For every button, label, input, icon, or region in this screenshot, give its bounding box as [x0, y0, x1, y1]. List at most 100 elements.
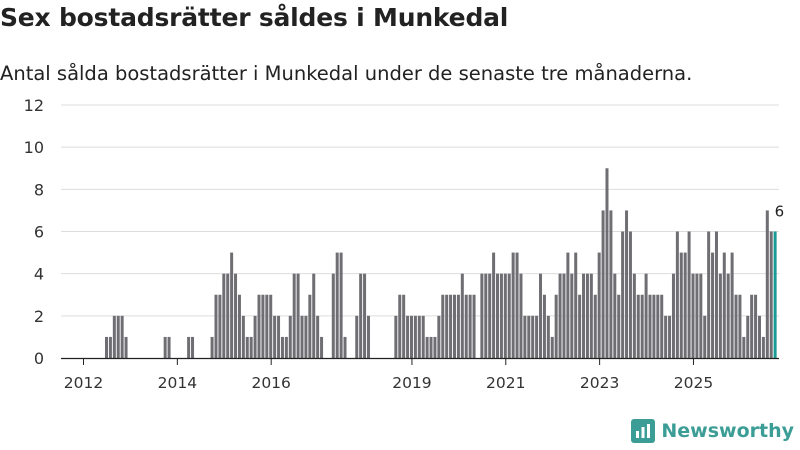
x-tick-label-2023: 2023 [580, 374, 619, 392]
x-tick-label-2021: 2021 [486, 374, 525, 392]
y-tick-label-0: 0 [34, 349, 44, 368]
bar [757, 315, 761, 358]
bar [363, 273, 367, 358]
bar [660, 294, 664, 358]
bar [456, 294, 460, 358]
brand-name: Newsworthy [661, 420, 794, 442]
bar [765, 210, 769, 358]
bar [273, 315, 277, 358]
bar [335, 252, 339, 358]
bar [652, 294, 656, 358]
bar [437, 315, 441, 358]
bar [445, 294, 449, 358]
bar [261, 294, 265, 358]
bar [632, 273, 636, 358]
newsworthy-logo-icon [631, 419, 656, 443]
bar [108, 336, 112, 358]
bar [546, 315, 550, 358]
bar [754, 294, 758, 358]
bar [308, 294, 312, 358]
bar [288, 315, 292, 358]
bar [222, 273, 226, 358]
bar [366, 315, 370, 358]
bar [738, 294, 742, 358]
bar [519, 273, 523, 358]
bar [245, 336, 249, 358]
bar [695, 273, 699, 358]
bar [124, 336, 128, 358]
bar [120, 315, 124, 358]
bar [601, 210, 605, 358]
x-tick-label-2014: 2014 [158, 374, 197, 392]
bar [359, 273, 363, 358]
bar [429, 336, 433, 358]
bar [269, 294, 273, 358]
bar-annotation-label: 6 [775, 203, 785, 221]
bar [280, 336, 284, 358]
bar [582, 273, 586, 358]
bar [163, 336, 167, 358]
bar [425, 336, 429, 358]
bar [320, 336, 324, 358]
bar [284, 336, 288, 358]
bar [527, 315, 531, 358]
bar [570, 273, 574, 358]
bar [226, 273, 230, 358]
bar [312, 273, 316, 358]
bar [484, 273, 488, 358]
bar [769, 231, 773, 358]
bar [636, 294, 640, 358]
bar [668, 315, 672, 358]
bar [237, 294, 241, 358]
bar [191, 336, 195, 358]
x-tick-label-2016: 2016 [251, 374, 290, 392]
bar [187, 336, 191, 358]
bar [691, 273, 695, 358]
bar [628, 231, 632, 358]
bar [554, 294, 558, 358]
x-tick-label-2025: 2025 [674, 374, 713, 392]
bar [394, 315, 398, 358]
bar [542, 294, 546, 358]
bar [593, 294, 597, 358]
bar [539, 273, 543, 358]
bar [550, 336, 554, 358]
bar [230, 252, 234, 358]
bar [316, 315, 320, 358]
bar [566, 252, 570, 358]
bar [343, 336, 347, 358]
bar [574, 252, 578, 358]
bar [664, 315, 668, 358]
bar [515, 252, 519, 358]
bar [234, 273, 238, 358]
bar [480, 273, 484, 358]
bar [339, 252, 343, 358]
y-tick-label-10: 10 [24, 138, 44, 157]
bar [714, 231, 718, 358]
bar [277, 315, 281, 358]
bar [218, 294, 222, 358]
bar [617, 294, 621, 358]
bar [402, 294, 406, 358]
bar [687, 231, 691, 358]
bar [718, 273, 722, 358]
bar [730, 252, 734, 358]
bar [409, 315, 413, 358]
bar [609, 210, 613, 358]
bar [460, 273, 464, 358]
bar [464, 294, 468, 358]
bar [562, 273, 566, 358]
chart-title: Sex bostadsrätter såldes i Munkedal [0, 3, 509, 32]
bar [296, 273, 300, 358]
bar [750, 294, 754, 358]
bar [417, 315, 421, 358]
bar [449, 294, 453, 358]
bar [746, 315, 750, 358]
bar [589, 273, 593, 358]
bar [257, 294, 261, 358]
y-tick-label-8: 8 [34, 180, 44, 199]
bar [249, 336, 253, 358]
bar [531, 315, 535, 358]
y-tick-label-12: 12 [24, 96, 44, 115]
